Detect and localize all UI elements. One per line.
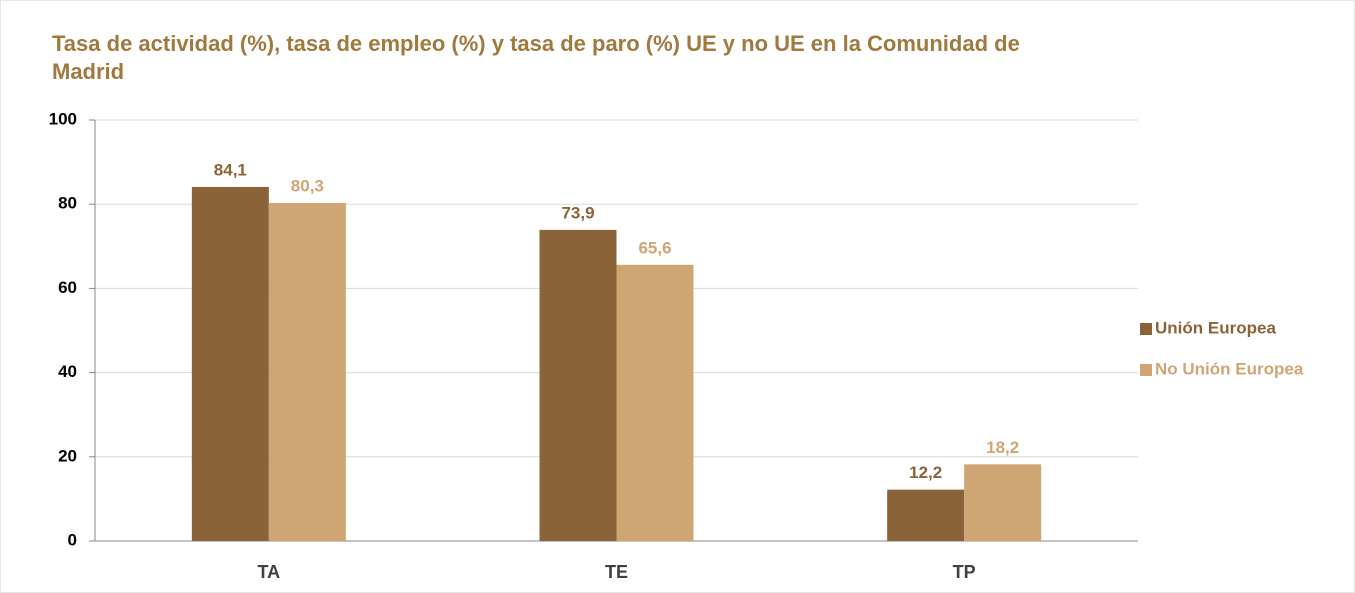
bar — [887, 489, 965, 541]
data-label: 84,1 — [214, 160, 247, 179]
y-tick-label: 60 — [58, 278, 77, 297]
data-label: 65,6 — [638, 238, 671, 257]
bar — [191, 186, 269, 541]
y-tick-label: 20 — [58, 446, 77, 465]
data-label: 73,9 — [561, 203, 594, 222]
data-label: 18,2 — [986, 438, 1019, 457]
x-tick-label: TP — [953, 562, 976, 582]
data-label: 12,2 — [909, 463, 942, 482]
y-tick-label: 80 — [58, 194, 77, 213]
chart-title: Tasa de actividad (%), tasa de empleo (%… — [52, 31, 1020, 84]
bar — [964, 464, 1042, 541]
bar — [616, 264, 694, 541]
legend-label: No Unión Europea — [1155, 359, 1304, 378]
legend-swatch — [1140, 323, 1152, 335]
legend-label: Unión Europea — [1155, 318, 1276, 337]
legend-swatch — [1140, 364, 1152, 376]
x-tick-label: TA — [257, 562, 280, 582]
y-tick-label: 0 — [68, 530, 77, 549]
data-label: 80,3 — [291, 176, 324, 195]
y-tick-label: 100 — [49, 109, 77, 128]
y-tick-label: 40 — [58, 362, 77, 381]
x-tick-label: TE — [605, 562, 628, 582]
bar — [539, 229, 617, 542]
bar — [268, 202, 346, 541]
